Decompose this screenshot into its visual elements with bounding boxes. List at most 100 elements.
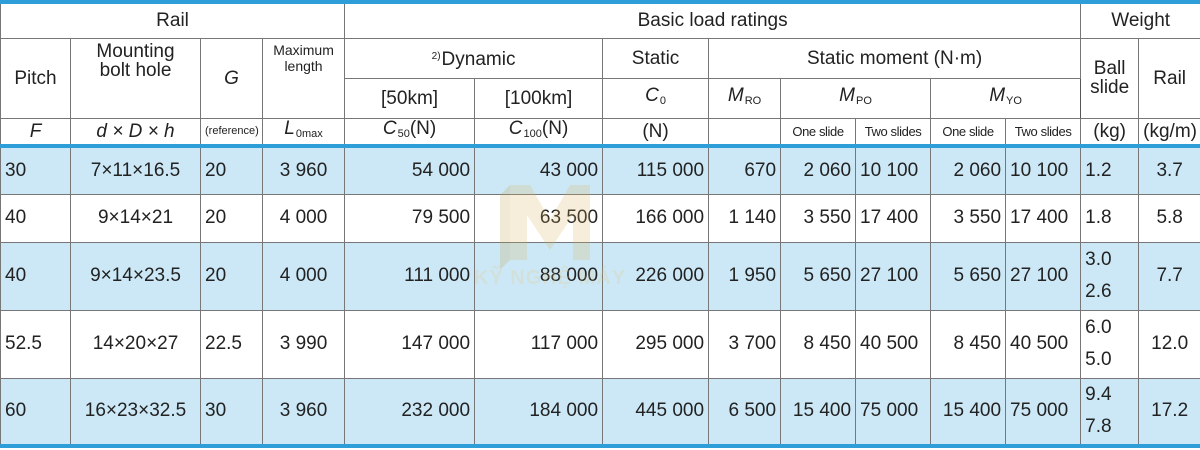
g-cell: 20 [200,193,263,243]
myo-one-slide-cell: 15 400 [930,377,1007,448]
max-length-cell: 3 960 [261,377,346,448]
c50-unit-header: C50(N) [344,117,476,148]
c100-unit: (N) [541,118,569,139]
ball-slide-line-2: slide [1090,77,1130,98]
mro-unit-header [708,117,782,148]
ball-slide-weight-cell: 1.2 [1080,145,1140,195]
bolt-hole-cell: 14×20×27 [70,309,201,379]
c0-unit-header: (N) [602,117,710,148]
dynamic-footnote: 2) [431,51,441,62]
mpo-two-slides-cell: 40 500 [855,309,932,379]
header-row-1: Rail Basic load ratings Weight [0,0,1200,39]
myo-two-slides-header: Two slides [1005,117,1082,148]
g-cell: 20 [200,145,263,195]
mpo-one-slide-cell: 15 400 [780,377,857,448]
c50-cell: 54 000 [344,145,476,195]
pitch-cell: 40 [0,193,71,243]
table-row: 60 16×23×32.5 30 3 960 232 000 184 000 445 000… [0,377,1200,448]
pitch-cell: 60 [0,377,71,448]
km50-header: [50km] [344,77,476,119]
mpo-two-slides-cell: 10 100 [855,145,932,195]
mpo-one-slide-cell: 8 450 [780,309,857,379]
g-note: (reference) [200,117,263,148]
mro-cell: 6 500 [708,377,782,448]
pitch-cell: 52.5 [0,309,71,379]
bolt-hole-cell: 16×23×32.5 [70,377,201,448]
mpo-two-slides-cell: 27 100 [855,241,932,311]
max-length-line-2: length [284,57,323,74]
c50-subscript: 50 [397,127,410,140]
c50-cell: 232 000 [344,377,476,448]
c100-cell: 117 000 [474,309,604,379]
myo-one-slide-header: One slide [930,117,1007,148]
g-cell: 22.5 [200,309,263,379]
mpo-one-slide-header: One slide [780,117,857,148]
rail-weight-cell: 17.2 [1138,377,1200,448]
static-moment-header: Static moment (N·m) [708,37,1082,79]
c50-cell: 111 000 [344,241,476,311]
dynamic-label: Dynamic [441,49,516,70]
dynamic-header: 2)Dynamic [344,37,604,79]
c100-cell: 184 000 [474,377,604,448]
ball-slide-weight-value: 5.0 [1085,349,1112,370]
ball-slide-weight-value: 1.8 [1085,207,1112,228]
pitch-header: Pitch [0,37,71,119]
c50-cell: 79 500 [344,193,476,243]
ball-slide-weight-value: 1.2 [1085,159,1112,181]
rail-weight-header: Rail [1138,37,1200,119]
table-row: 40 9×14×23.5 20 4 000 111 000 88 000 226 000 1 … [0,241,1200,311]
ball-slide-weight-value: 7.8 [1085,416,1112,438]
pitch-cell: 40 [0,241,71,311]
ball-slide-header: Ball slide [1080,37,1140,119]
myo-two-slides-cell: 75 000 [1005,377,1082,448]
rail-weight-cell: 12.0 [1138,309,1200,379]
mpo-one-slide-cell: 5 650 [780,241,857,311]
ball-unit-header: (kg) [1080,117,1140,148]
header-row-4: F d × D × h (reference) L0max C50(N) C10… [0,117,1200,148]
mpo-one-slide-cell: 2 060 [780,145,857,195]
table-header: Rail Basic load ratings Weight Pitch Mou… [0,0,1200,148]
max-length-symbol: L0max [261,117,346,148]
ball-slide-weight-value: 9.4 [1085,384,1112,406]
myo-header: MYO [930,77,1082,119]
km100-header: [100km] [474,77,604,119]
max-length-cell: 4 000 [261,241,346,311]
mro-cell: 3 700 [708,309,782,379]
c0-cell: 115 000 [602,145,710,195]
myo-subscript: YO [1006,94,1022,107]
mounting-line-2: bolt hole [99,59,172,81]
ball-slide-weight-cell: 9.4 7.8 [1080,377,1140,448]
pitch-cell: 30 [0,145,71,195]
mro-subscript: RO [744,94,762,107]
ball-slide-weight-value: 6.0 [1085,317,1112,338]
ball-slide-weight-cell: 1.8 [1080,193,1140,243]
mpo-two-slides-cell: 75 000 [855,377,932,448]
c100-cell: 63 500 [474,193,604,243]
bolt-hole-cell: 9×14×21 [70,193,201,243]
mpo-header: MPO [780,77,932,119]
mpo-subscript: PO [856,94,872,107]
c100-symbol: C [508,118,523,139]
max-length-line-1: Maximum [273,41,334,58]
table-row: 52.5 14×20×27 22.5 3 990 147 000 117 000 295 0… [0,309,1200,379]
bolt-hole-cell: 9×14×23.5 [70,241,201,311]
ball-slide-weight-value: 3.0 [1085,249,1112,270]
c100-unit-header: C100(N) [474,117,604,148]
rail-weight-cell: 5.8 [1138,193,1200,243]
mpo-two-slides-cell: 17 400 [855,193,932,243]
myo-two-slides-cell: 40 500 [1005,309,1082,379]
table-row: 30 7×11×16.5 20 3 960 54 000 43 000 115 000 670… [0,145,1200,195]
c0-cell: 166 000 [602,193,710,243]
mro-symbol: M [727,84,744,106]
ball-slide-weight-value: 2.6 [1085,281,1112,302]
mro-cell: 1 950 [708,241,782,311]
rail-weight-cell: 7.7 [1138,241,1200,311]
c100-cell: 88 000 [474,241,604,311]
myo-symbol: M [989,84,1006,106]
pitch-symbol: F [0,117,71,148]
mro-cell: 1 140 [708,193,782,243]
ball-slide-line-1: Ball [1093,58,1126,79]
c0-cell: 445 000 [602,377,710,448]
c50-unit: (N) [409,118,437,139]
